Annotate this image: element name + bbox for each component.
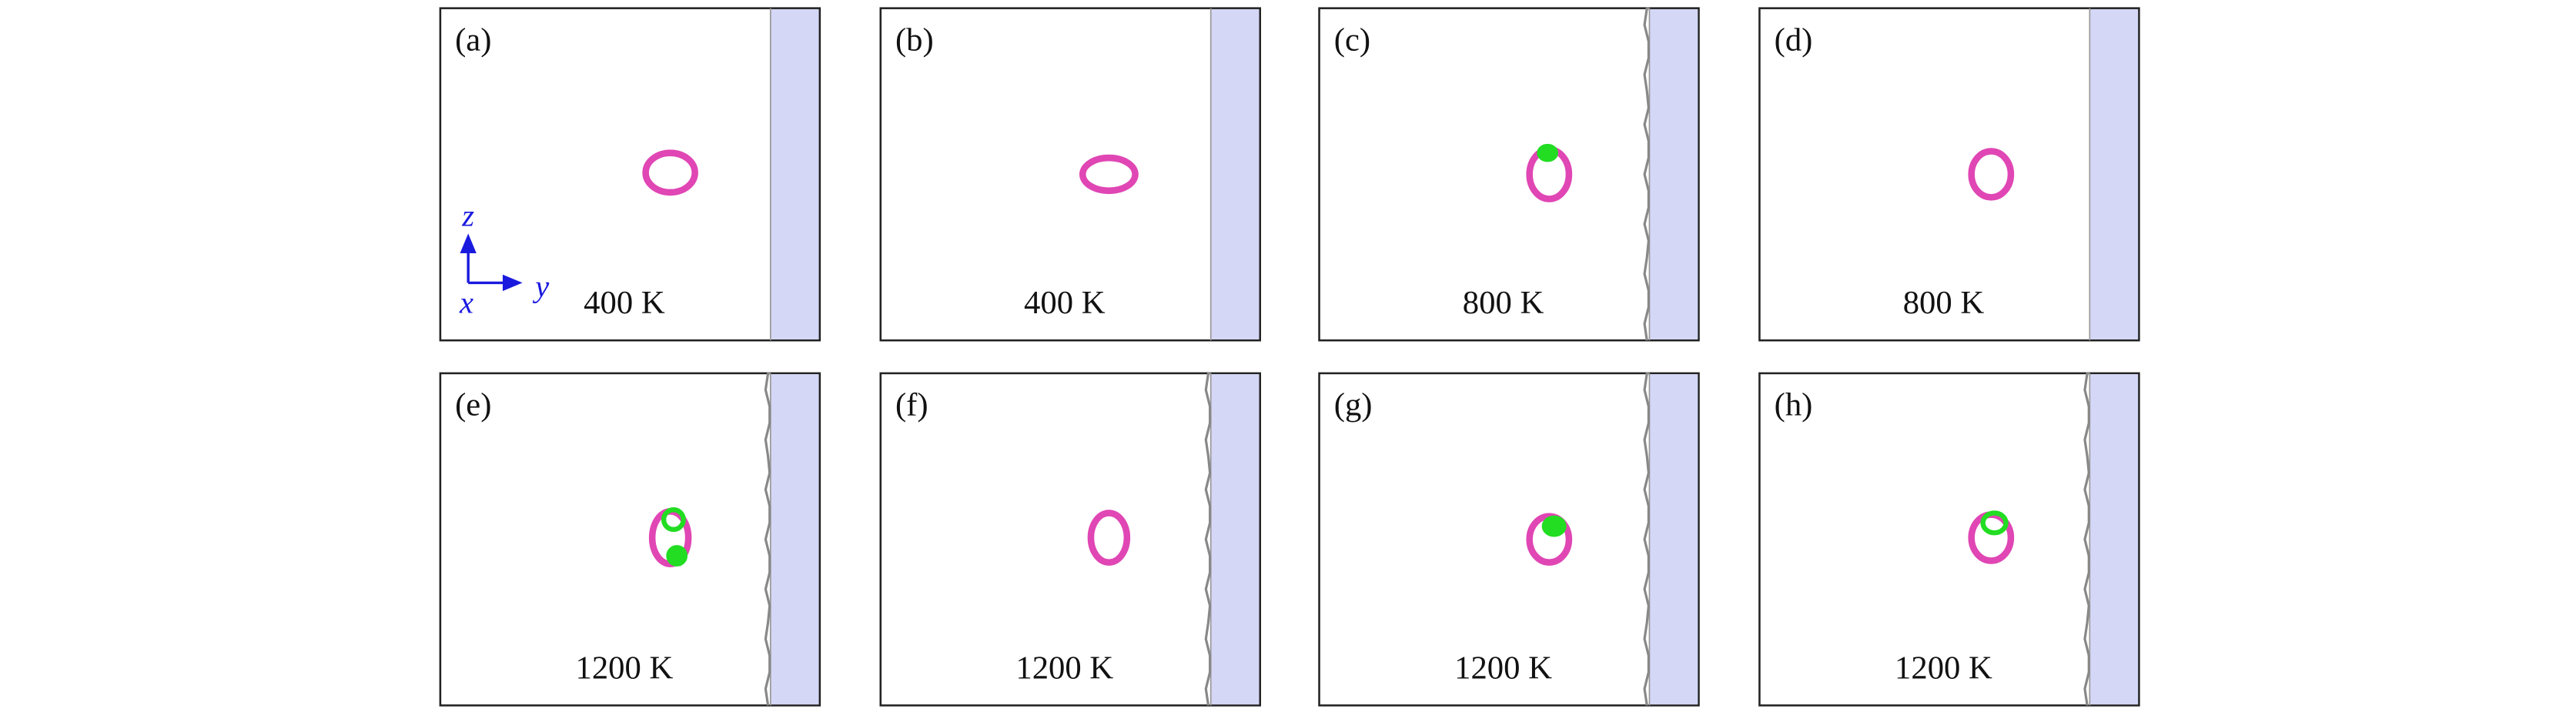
dislocation-loop — [1968, 148, 2015, 201]
panel-label: (a) — [455, 22, 491, 58]
panel: (h) 1200 K — [1758, 372, 2140, 707]
ragged-edge — [1204, 372, 1212, 706]
cluster — [1541, 515, 1567, 537]
panel: (c) 800 K — [1318, 7, 1700, 342]
temperature-label: 400 K — [1024, 285, 1106, 321]
temperature-label: 800 K — [1463, 285, 1544, 321]
surface-strip — [2089, 374, 2139, 705]
panel-label: (g) — [1334, 387, 1373, 423]
panel-label: (c) — [1334, 22, 1370, 58]
surface-strip — [770, 374, 819, 705]
panel: (a) 400 K — [439, 7, 821, 342]
ragged-edge — [1643, 7, 1651, 341]
temperature-label: 1200 K — [1454, 650, 1552, 686]
panel-frame — [1318, 7, 1700, 342]
panel-label: (h) — [1775, 387, 1813, 423]
dislocation-loop — [642, 149, 698, 196]
cluster — [1537, 143, 1559, 162]
panel-frame — [879, 372, 1262, 707]
dislocation-loop — [1079, 154, 1139, 195]
arrowhead-y — [502, 274, 523, 292]
cluster — [661, 507, 686, 533]
panel-frame — [1318, 372, 1700, 707]
ragged-edge — [2083, 372, 2090, 706]
surface-strip — [2089, 8, 2139, 339]
cluster — [1980, 510, 2009, 536]
panel: (e) 1200 K — [439, 372, 821, 707]
temperature-label: 1200 K — [1895, 650, 1992, 686]
dislocation-loop — [1526, 513, 1573, 566]
panel-label: (e) — [455, 387, 491, 423]
panel: (g) 1200 K — [1318, 372, 1700, 707]
panel-frame — [1758, 7, 2140, 342]
surface-strip — [770, 8, 819, 339]
panel-label: (d) — [1775, 22, 1813, 58]
temperature-label: 800 K — [1903, 285, 1985, 321]
panel: (d) 800 K — [1758, 7, 2140, 342]
dislocation-loop — [1087, 510, 1131, 566]
axis-y: y — [532, 269, 550, 303]
surface-strip — [1649, 374, 1698, 705]
panel: (f) 1200 K — [879, 372, 1262, 707]
ragged-edge — [764, 372, 771, 706]
panel-frame — [879, 7, 1262, 342]
axis-z: z — [461, 198, 474, 232]
cluster — [666, 545, 688, 567]
surface-strip — [1210, 8, 1260, 339]
temperature-label: 1200 K — [1015, 650, 1113, 686]
arrowhead-z — [460, 233, 477, 253]
ragged-edge — [1643, 372, 1651, 706]
panel-frame — [1758, 372, 2140, 707]
panel-label: (b) — [895, 22, 934, 58]
panel: (b) 400 K — [879, 7, 1262, 342]
axis-x: x — [459, 286, 473, 320]
temperature-label: 400 K — [584, 285, 665, 321]
surface-strip — [1210, 374, 1260, 705]
panel-label: (f) — [895, 387, 928, 423]
temperature-label: 1200 K — [575, 650, 673, 686]
surface-strip — [1649, 8, 1698, 339]
panel-frame — [439, 372, 821, 707]
